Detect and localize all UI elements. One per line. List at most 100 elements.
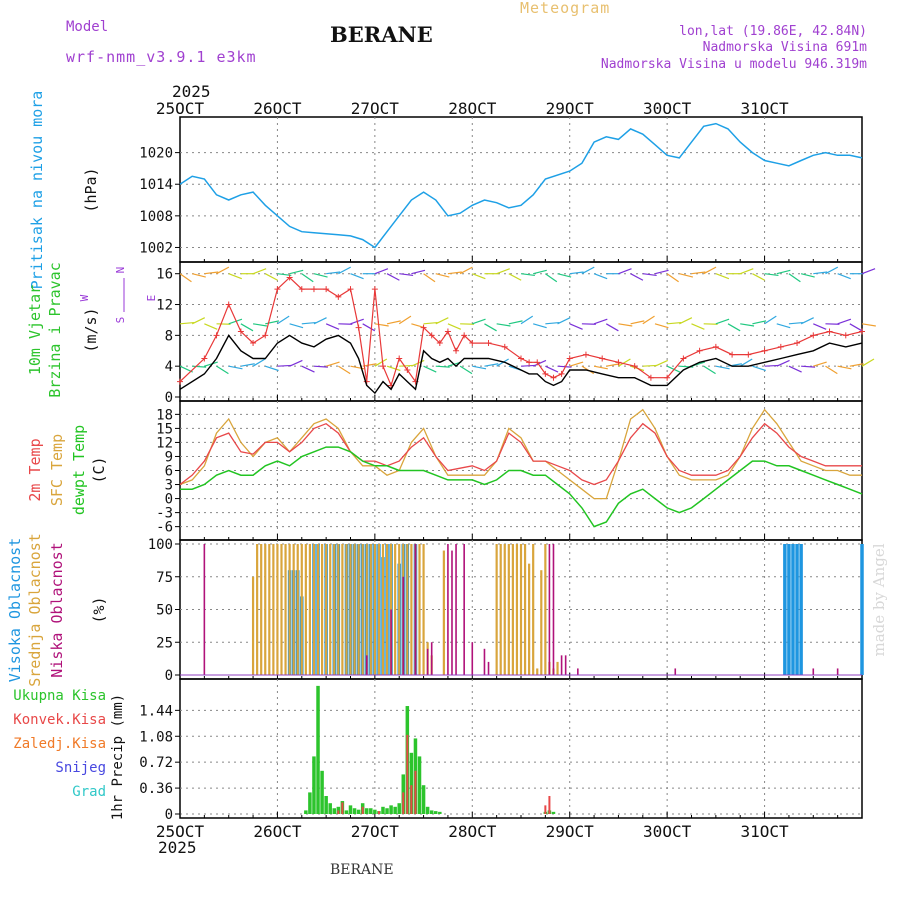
precip-bar xyxy=(316,685,320,814)
year-top: 2025 xyxy=(172,82,211,101)
wind-gust-marker xyxy=(534,359,541,366)
cloud-bar-niska xyxy=(548,544,551,675)
wind-barb xyxy=(813,323,827,330)
wind-barb xyxy=(313,317,327,325)
wind-gust-marker xyxy=(526,359,533,366)
y-tick-label-precip: 0 xyxy=(165,807,173,823)
x-tick-label-bottom: 31OCT xyxy=(740,822,789,841)
y-tick-label-wind: 0 xyxy=(165,390,173,406)
precip-bar xyxy=(324,796,328,814)
wind-barb xyxy=(289,269,304,275)
precip-ylabel: 1hr Precip (mm) xyxy=(110,694,126,820)
wind-gust-marker xyxy=(631,363,638,370)
wind-barb xyxy=(313,273,328,278)
wind-gust-marker xyxy=(794,340,801,347)
wind-barb xyxy=(739,358,753,367)
cloud-bar-srednja xyxy=(316,544,320,675)
wind-barb xyxy=(216,365,229,375)
cloud-bar-srednja xyxy=(320,544,324,675)
precip-bar xyxy=(312,756,316,814)
precip-bar xyxy=(304,810,308,814)
wind-gust-marker xyxy=(428,332,435,339)
cloud-bar-srednja xyxy=(345,544,348,675)
cloud-bar-srednja xyxy=(365,544,368,675)
cloud-bar-srednja xyxy=(333,544,336,675)
wind-barb xyxy=(800,317,814,325)
y-tick-label-wind: 8 xyxy=(165,328,173,344)
cloud-bar-niska xyxy=(836,668,839,675)
wind-gust-marker xyxy=(582,351,589,358)
wind-gust-marker xyxy=(371,286,378,293)
cloud-bar-srednja xyxy=(536,668,539,675)
temp-2m-line xyxy=(179,422,862,486)
wind-barb xyxy=(386,273,400,281)
wind-gust-marker xyxy=(859,328,865,335)
wind-barb xyxy=(593,273,608,280)
y-tick-label-cloud: 50 xyxy=(156,603,173,619)
wind-gust-marker xyxy=(335,293,342,300)
wind-barb xyxy=(228,273,242,280)
x-tick-label-top: 28OCT xyxy=(448,99,497,118)
cloud-bar-niska xyxy=(483,648,486,675)
wind-barb xyxy=(289,323,304,329)
pressure-line xyxy=(179,122,863,249)
wind-barb xyxy=(800,273,815,278)
wind-barb xyxy=(752,320,767,325)
wind-barb xyxy=(472,273,486,280)
wind-barb xyxy=(289,359,303,367)
wind-barb xyxy=(301,321,316,325)
wind-gust-marker xyxy=(485,340,492,347)
cloud-bar-srednja xyxy=(398,544,401,675)
wind-barb xyxy=(484,363,499,367)
wind-barb xyxy=(776,359,790,367)
temp-ylabel: (C) xyxy=(90,456,108,483)
wind-barb xyxy=(423,273,436,283)
wind-barb xyxy=(301,365,315,373)
x-tick-label-top: 27OCT xyxy=(351,99,400,118)
wind-barb xyxy=(520,273,535,277)
cloud-bar-srednja xyxy=(422,544,425,675)
lonlat-label: lon,lat (19.86E, 42.84N) xyxy=(679,24,867,39)
cloud-bar-srednja xyxy=(503,544,506,675)
y-tick-label-temperature: 9 xyxy=(165,449,173,465)
compass-label-S: S xyxy=(114,317,127,324)
sfc-temp-title: SFC Temp xyxy=(48,434,66,506)
wind-gust-marker xyxy=(664,374,671,381)
cloud-bar-srednja xyxy=(353,544,356,675)
y-tick-label-temperature: 3 xyxy=(165,478,173,494)
wind-barb xyxy=(459,365,473,375)
wind-barb xyxy=(654,359,668,367)
wind-barb xyxy=(654,269,669,275)
cloud-bar-srednja xyxy=(495,544,498,675)
cloud-bar-srednja xyxy=(272,544,275,675)
wind-barb xyxy=(264,273,278,281)
x-tick-label-bottom: 27OCT xyxy=(351,822,400,841)
wind-barb xyxy=(764,315,777,325)
wind-gust-marker xyxy=(177,378,183,385)
cloud-bar-srednja xyxy=(284,544,287,675)
precip-bar xyxy=(410,785,413,814)
year-bottom: 2025 xyxy=(158,838,197,857)
cloud-bar-niska xyxy=(455,544,457,675)
precip-bar xyxy=(551,811,556,814)
precip-bar xyxy=(429,810,434,814)
wind-gust-marker xyxy=(274,286,281,293)
wind-barb xyxy=(411,269,426,275)
wind-gust-marker xyxy=(696,347,703,354)
wind-gust-marker xyxy=(615,359,622,366)
wind-barb xyxy=(204,323,218,330)
wind-barb xyxy=(398,315,412,325)
cloud-bar-srednja xyxy=(540,570,543,675)
precip-bar xyxy=(381,806,385,814)
wind-barb xyxy=(545,273,558,283)
wind-barb xyxy=(411,323,426,329)
wind-barb xyxy=(204,271,219,275)
wind-gust-marker xyxy=(355,324,362,331)
panel-frame-precip xyxy=(179,678,863,819)
cloud-bar-srednja xyxy=(312,544,316,675)
wind-barb xyxy=(386,365,401,372)
compass-label-N: N xyxy=(114,267,127,274)
wind-gust-marker xyxy=(761,347,768,354)
wind-barb xyxy=(277,273,292,277)
